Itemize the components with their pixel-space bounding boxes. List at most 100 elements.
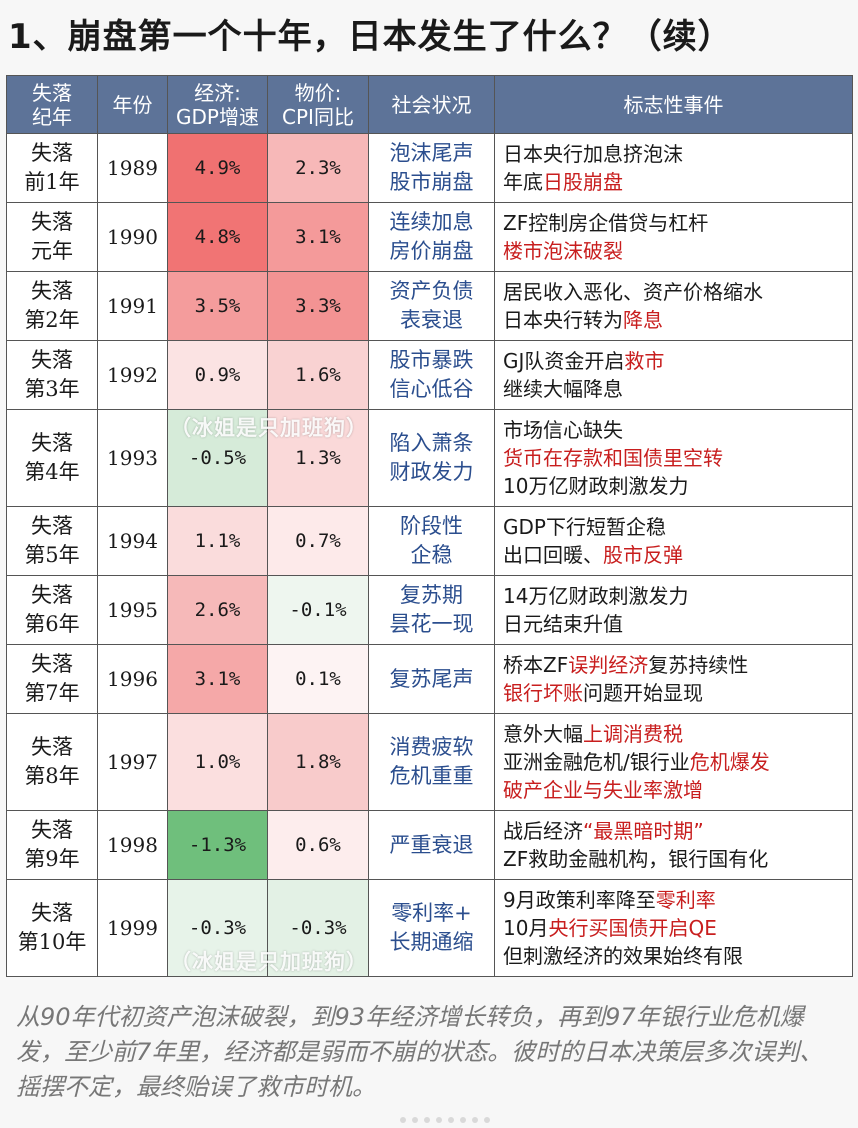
cpi-cell: 3.1% — [267, 202, 369, 272]
era-cell: 失落 第5年 — [6, 506, 98, 576]
events-cell: 市场信心缺失 货币在存款和国债里空转 10万亿财政刺激发力 — [494, 409, 853, 507]
event-text: 意外大幅 — [503, 722, 583, 746]
event-text: GJ队资金开启 — [503, 349, 625, 373]
era-cell: 失落 第2年 — [6, 271, 98, 341]
event-text: 出口回暖、 — [503, 543, 603, 567]
table-row: 失落 第5年 1994 1.1% 0.7% 阶段性 企稳 GDP下行短暂企稳 出口回暖、股市… — [6, 506, 853, 576]
social-cell: 阶段性 企稳 — [368, 506, 495, 576]
event-text: 年底 — [503, 170, 543, 194]
event-text: 10万亿财政刺激发力 — [503, 474, 689, 498]
header-era: 失落 纪年 — [6, 75, 98, 134]
era-cell: 失落 第3年 — [6, 340, 98, 410]
watermark-top: （冰姐是只加班狗） — [170, 416, 368, 440]
event-text: 14万亿财政刺激发力 — [503, 584, 689, 608]
gdp-cell: 1.1% — [167, 506, 268, 576]
event-text: 继续大幅降息 — [503, 377, 623, 401]
event-line: 日元结束升值 — [503, 610, 852, 638]
event-line: 银行坏账问题开始显现 — [503, 679, 852, 707]
header-gdp: 经济: GDP增速 — [167, 75, 268, 134]
events-cell: 意外大幅上调消费税 亚洲金融危机/银行业危机爆发 破产企业与失业率激增 — [494, 713, 853, 811]
gdp-cell: -1.3% — [167, 810, 268, 880]
event-text: 亚洲金融危机/银行业 — [503, 750, 690, 774]
table-body: 失落 前1年 1989 4.9% 2.3% 泡沫尾声 股市崩盘 日本央行加息挤泡沫 年底日股… — [6, 133, 853, 977]
page-dot — [412, 1117, 418, 1123]
year-cell: 1996 — [97, 644, 168, 714]
event-text: 居民收入恶化、资产价格缩水 — [503, 280, 763, 304]
year-cell: 1995 — [97, 575, 168, 645]
table-row: 失落 第3年 1992 0.9% 1.6% 股市暴跌 信心低谷 GJ队资金开启救市 继续大幅… — [6, 340, 853, 410]
cpi-cell: -0.1% — [267, 575, 369, 645]
table-row: 失落 前1年 1989 4.9% 2.3% 泡沫尾声 股市崩盘 日本央行加息挤泡沫 年底日股… — [6, 133, 853, 203]
social-cell: 零利率+ 长期通缩 — [368, 879, 495, 977]
gdp-cell: 3.1% — [167, 644, 268, 714]
event-highlight: 误判经济 — [568, 653, 649, 677]
table-header-row: 失落 纪年 年份 经济: GDP增速 物价: CPI同比 社会状况 标志性事件 — [6, 75, 853, 134]
social-cell: 复苏期 昙花一现 — [368, 575, 495, 645]
events-cell: ZF控制房企借贷与杠杆 楼市泡沫破裂 — [494, 202, 853, 272]
event-highlight: 降息 — [623, 308, 663, 332]
event-highlight: 零利率 — [655, 888, 716, 912]
event-line: 破产企业与失业率激增 — [503, 776, 852, 804]
year-cell: 1998 — [97, 810, 168, 880]
events-cell: 日本央行加息挤泡沫 年底日股崩盘 — [494, 133, 853, 203]
event-text: 日元结束升值 — [503, 612, 623, 636]
page-dot — [424, 1117, 430, 1123]
era-cell: 失落 元年 — [6, 202, 98, 272]
event-line: 日本央行加息挤泡沫 — [503, 140, 852, 168]
page-indicator — [400, 1117, 490, 1123]
event-line: ZF救助金融机构，银行国有化 — [503, 845, 852, 873]
cpi-cell: 1.8% — [267, 713, 369, 811]
year-cell: 1993 — [97, 409, 168, 507]
event-line: 10万亿财政刺激发力 — [503, 472, 852, 500]
event-line: 14万亿财政刺激发力 — [503, 582, 852, 610]
event-line: 年底日股崩盘 — [503, 168, 852, 196]
event-highlight: 救市 — [624, 349, 665, 373]
era-cell: 失落 第7年 — [6, 644, 98, 714]
event-text: 但刺激经济的效果始终有限 — [503, 944, 743, 968]
page-dot — [472, 1117, 478, 1123]
year-cell: 1992 — [97, 340, 168, 410]
page-dot — [400, 1117, 406, 1123]
event-line: 亚洲金融危机/银行业危机爆发 — [503, 748, 852, 776]
social-cell: 消费疲软 危机重重 — [368, 713, 495, 811]
event-text: 战后经济 — [503, 819, 583, 843]
event-line: 意外大幅上调消费税 — [503, 720, 852, 748]
gdp-cell: 4.9% — [167, 133, 268, 203]
cpi-cell: 1.6% — [267, 340, 369, 410]
event-line: GDP下行短暂企稳 — [503, 513, 852, 541]
event-text: 日本央行加息挤泡沫 — [503, 142, 683, 166]
event-highlight: 破产企业与失业率激增 — [503, 778, 703, 802]
table-row: 失落 第10年 1999 -0.3% -0.3% 零利率+ 长期通缩 9月政策利率降至零利… — [6, 879, 853, 977]
gdp-cell: 4.8% — [167, 202, 268, 272]
event-text: 复苏持续性 — [648, 653, 749, 677]
event-text: 9月政策利率降至 — [503, 888, 656, 912]
event-text: ZF控制房企借贷与杠杆 — [503, 211, 709, 235]
events-cell: 9月政策利率降至零利率 10月央行买国债开启QE 但刺激经济的效果始终有限 — [494, 879, 853, 977]
event-text: 10月 — [503, 916, 549, 940]
era-cell: 失落 第6年 — [6, 575, 98, 645]
table-row: 失落 第9年 1998 -1.3% 0.6% 严重衰退 战后经济“最黑暗时期” ZF救助金融… — [6, 810, 853, 880]
table-row: 失落 第2年 1991 3.5% 3.3% 资产负债 表衰退 居民收入恶化、资产价格缩水日… — [6, 271, 853, 341]
event-line: 9月政策利率降至零利率 — [503, 886, 852, 914]
table-row: 失落 第4年 1993 -0.5% 1.3% 陷入萧条 财政发力 市场信心缺失 货币在存款和… — [6, 409, 853, 507]
event-highlight: 央行买国债开启QE — [548, 916, 717, 940]
page-dot — [436, 1117, 442, 1123]
event-highlight: 危机爆发 — [689, 750, 770, 774]
gdp-cell: 1.0% — [167, 713, 268, 811]
social-cell: 连续加息 房价崩盘 — [368, 202, 495, 272]
event-highlight: 银行坏账 — [503, 681, 583, 705]
header-social: 社会状况 — [368, 75, 495, 134]
events-cell: GDP下行短暂企稳 出口回暖、股市反弹 — [494, 506, 853, 576]
event-line: 出口回暖、股市反弹 — [503, 541, 852, 569]
table-row: 失落 元年 1990 4.8% 3.1% 连续加息 房价崩盘 ZF控制房企借贷与杠杆 楼市泡… — [6, 202, 853, 272]
event-line: 居民收入恶化、资产价格缩水 — [503, 278, 852, 306]
events-cell: 居民收入恶化、资产价格缩水 日本央行转为降息 — [494, 271, 853, 341]
event-line: 桥本ZF误判经济复苏持续性 — [503, 651, 852, 679]
event-line: 市场信心缺失 — [503, 416, 852, 444]
event-text: ZF救助金融机构，银行国有化 — [503, 847, 769, 871]
event-highlight: 日股崩盘 — [543, 170, 623, 194]
event-line: 继续大幅降息 — [503, 375, 852, 403]
header-year: 年份 — [97, 75, 168, 134]
year-cell: 1994 — [97, 506, 168, 576]
events-cell: 14万亿财政刺激发力 日元结束升值 — [494, 575, 853, 645]
